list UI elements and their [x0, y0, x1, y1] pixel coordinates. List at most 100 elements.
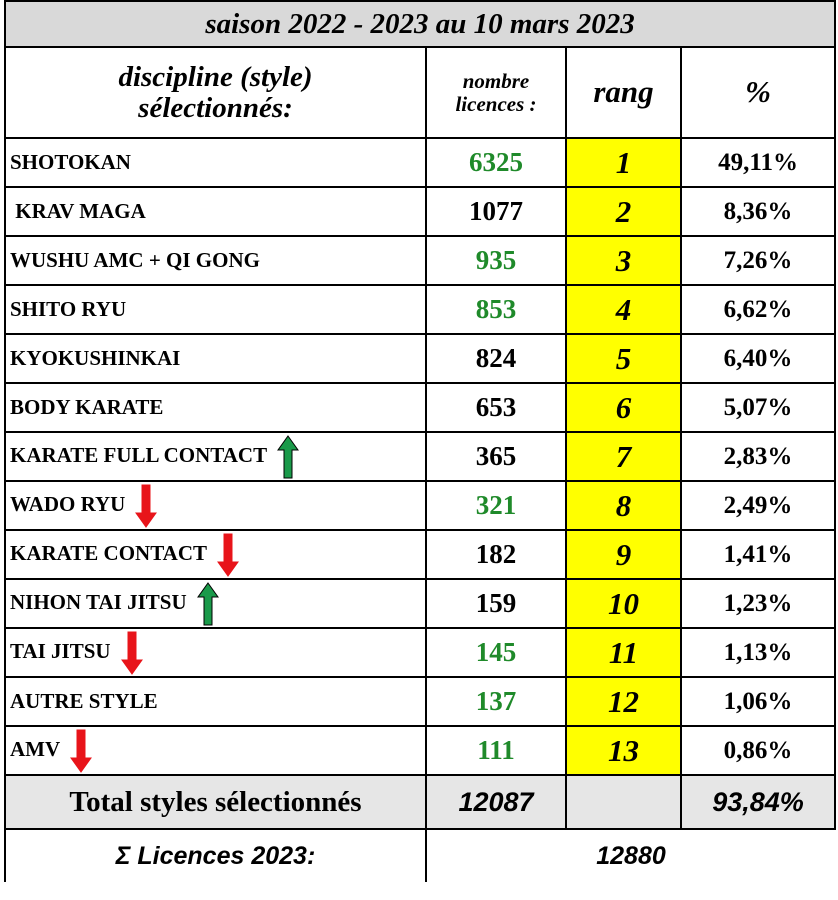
data-row: NIHON TAI JITSU 159 10 1,23%: [4, 578, 837, 629]
rang: 4: [565, 284, 682, 335]
percent: 7,26%: [679, 235, 837, 286]
rang: 7: [565, 431, 682, 482]
licences: 853: [425, 284, 567, 335]
total-percent: 93,84%: [679, 774, 837, 830]
title: saison 2022 - 2023 au 10 mars 2023: [3, 0, 837, 48]
arrow-shape: [120, 631, 143, 675]
percent: 5,07%: [679, 382, 837, 433]
name-cell: KYOKUSHINKAI: [4, 333, 427, 384]
rang: 5: [565, 333, 682, 384]
name-cell: AMV: [4, 725, 427, 776]
licences: 935: [425, 235, 567, 286]
discipline-name: WADO RYU: [10, 491, 126, 516]
name-cell: KARATE CONTACT: [4, 529, 427, 580]
rang: 3: [565, 235, 682, 286]
data-row: AUTRE STYLE 137 12 1,06%: [4, 676, 837, 727]
name-cell: SHITO RYU: [4, 284, 427, 335]
total-row: Total styles sélectionnés 12087 93,84%: [4, 774, 837, 830]
percent: 6,62%: [679, 284, 837, 335]
percent: 1,41%: [679, 529, 837, 580]
percent: 1,13%: [679, 627, 837, 678]
percent: 8,36%: [679, 186, 837, 237]
arrow-shape: [217, 533, 239, 577]
data-row: KARATE FULL CONTACT 365 7 2,83%: [4, 431, 837, 482]
percent: 2,83%: [679, 431, 837, 482]
data-row: KYOKUSHINKAI 824 5 6,40%: [4, 333, 837, 384]
name-cell: WADO RYU: [4, 480, 427, 531]
rang: 9: [565, 529, 682, 580]
percent: 6,40%: [679, 333, 837, 384]
licences: 182: [425, 529, 567, 580]
discipline-name: KARATE FULL CONTACT: [10, 442, 268, 467]
arrow-down: [217, 533, 239, 577]
discipline-name: KRAV MAGA: [10, 199, 146, 223]
licences: 137: [425, 676, 567, 727]
rang: 10: [565, 578, 682, 629]
sum-value: 12880: [424, 828, 836, 882]
arrow-down: [120, 631, 143, 675]
name-cell: BODY KARATE: [4, 382, 427, 433]
name-cell: NIHON TAI JITSU: [4, 578, 427, 629]
rang: 11: [565, 627, 682, 678]
header-discipline: discipline (style) sélectionnés:: [4, 46, 427, 139]
title-row: saison 2022 - 2023 au 10 mars 2023: [3, 0, 837, 48]
licences: 111: [425, 725, 567, 776]
discipline-name: TAI JITSU: [10, 638, 111, 663]
rang: 12: [565, 676, 682, 727]
licences: 653: [425, 382, 567, 433]
arrow-shape: [196, 581, 219, 625]
arrow-up: [277, 434, 300, 478]
sum-row: Σ Licences 2023: 12880: [4, 828, 836, 882]
arrow-shape: [277, 434, 300, 478]
rang: 6: [565, 382, 682, 433]
name-cell: WUSHU AMC + QI GONG: [4, 235, 427, 286]
licences: 365: [425, 431, 567, 482]
name-cell: SHOTOKAN: [4, 137, 427, 188]
licences: 1077: [425, 186, 567, 237]
name-cell: AUTRE STYLE: [4, 676, 427, 727]
data-row: WADO RYU 321 8 2,49%: [4, 480, 837, 531]
name-cell: KARATE FULL CONTACT: [4, 431, 427, 482]
discipline-name: NIHON TAI JITSU: [10, 589, 187, 614]
data-row: KARATE CONTACT 182 9 1,41%: [4, 529, 837, 580]
data-row: SHITO RYU 853 4 6,62%: [4, 284, 837, 335]
percent: 0,86%: [679, 725, 837, 776]
discipline-name: KYOKUSHINKAI: [10, 346, 181, 370]
licences: 6325: [425, 137, 567, 188]
arrow-down: [70, 729, 93, 773]
licences: 145: [425, 627, 567, 678]
header-licences: nombre licences :: [425, 46, 567, 139]
rang: 8: [565, 480, 682, 531]
header-row: discipline (style) sélectionnés: nombre …: [4, 46, 837, 139]
data-row: SHOTOKAN 6325 1 49,11%: [4, 137, 837, 188]
licences: 824: [425, 333, 567, 384]
arrow-shape: [135, 484, 158, 528]
header-rang: rang: [565, 46, 682, 139]
name-cell: TAI JITSU: [4, 627, 427, 678]
sum-label: Σ Licences 2023:: [4, 828, 427, 882]
discipline-name: WUSHU AMC + QI GONG: [10, 248, 260, 272]
percent: 1,06%: [679, 676, 837, 727]
arrow-up: [196, 581, 219, 625]
discipline-name: AMV: [10, 736, 61, 761]
rang: 1: [565, 137, 682, 188]
data-row: BODY KARATE 653 6 5,07%: [4, 382, 837, 433]
discipline-name: SHITO RYU: [10, 297, 127, 321]
discipline-name: KARATE CONTACT: [10, 540, 207, 565]
arrow-down: [135, 484, 158, 528]
discipline-name: AUTRE STYLE: [10, 689, 158, 713]
total-licences: 12087: [425, 774, 567, 830]
data-row: AMV 111 13 0,86%: [4, 725, 837, 776]
name-cell: KRAV MAGA: [4, 186, 427, 237]
header-percent: %: [679, 46, 837, 139]
licences: 321: [425, 480, 567, 531]
percent: 2,49%: [679, 480, 837, 531]
rang: 13: [565, 725, 682, 776]
total-empty: [565, 774, 682, 830]
licences: 159: [425, 578, 567, 629]
arrow-shape: [70, 729, 93, 773]
licence-table: saison 2022 - 2023 au 10 mars 2023 disci…: [3, 0, 837, 882]
percent: 49,11%: [679, 137, 837, 188]
rang: 2: [565, 186, 682, 237]
